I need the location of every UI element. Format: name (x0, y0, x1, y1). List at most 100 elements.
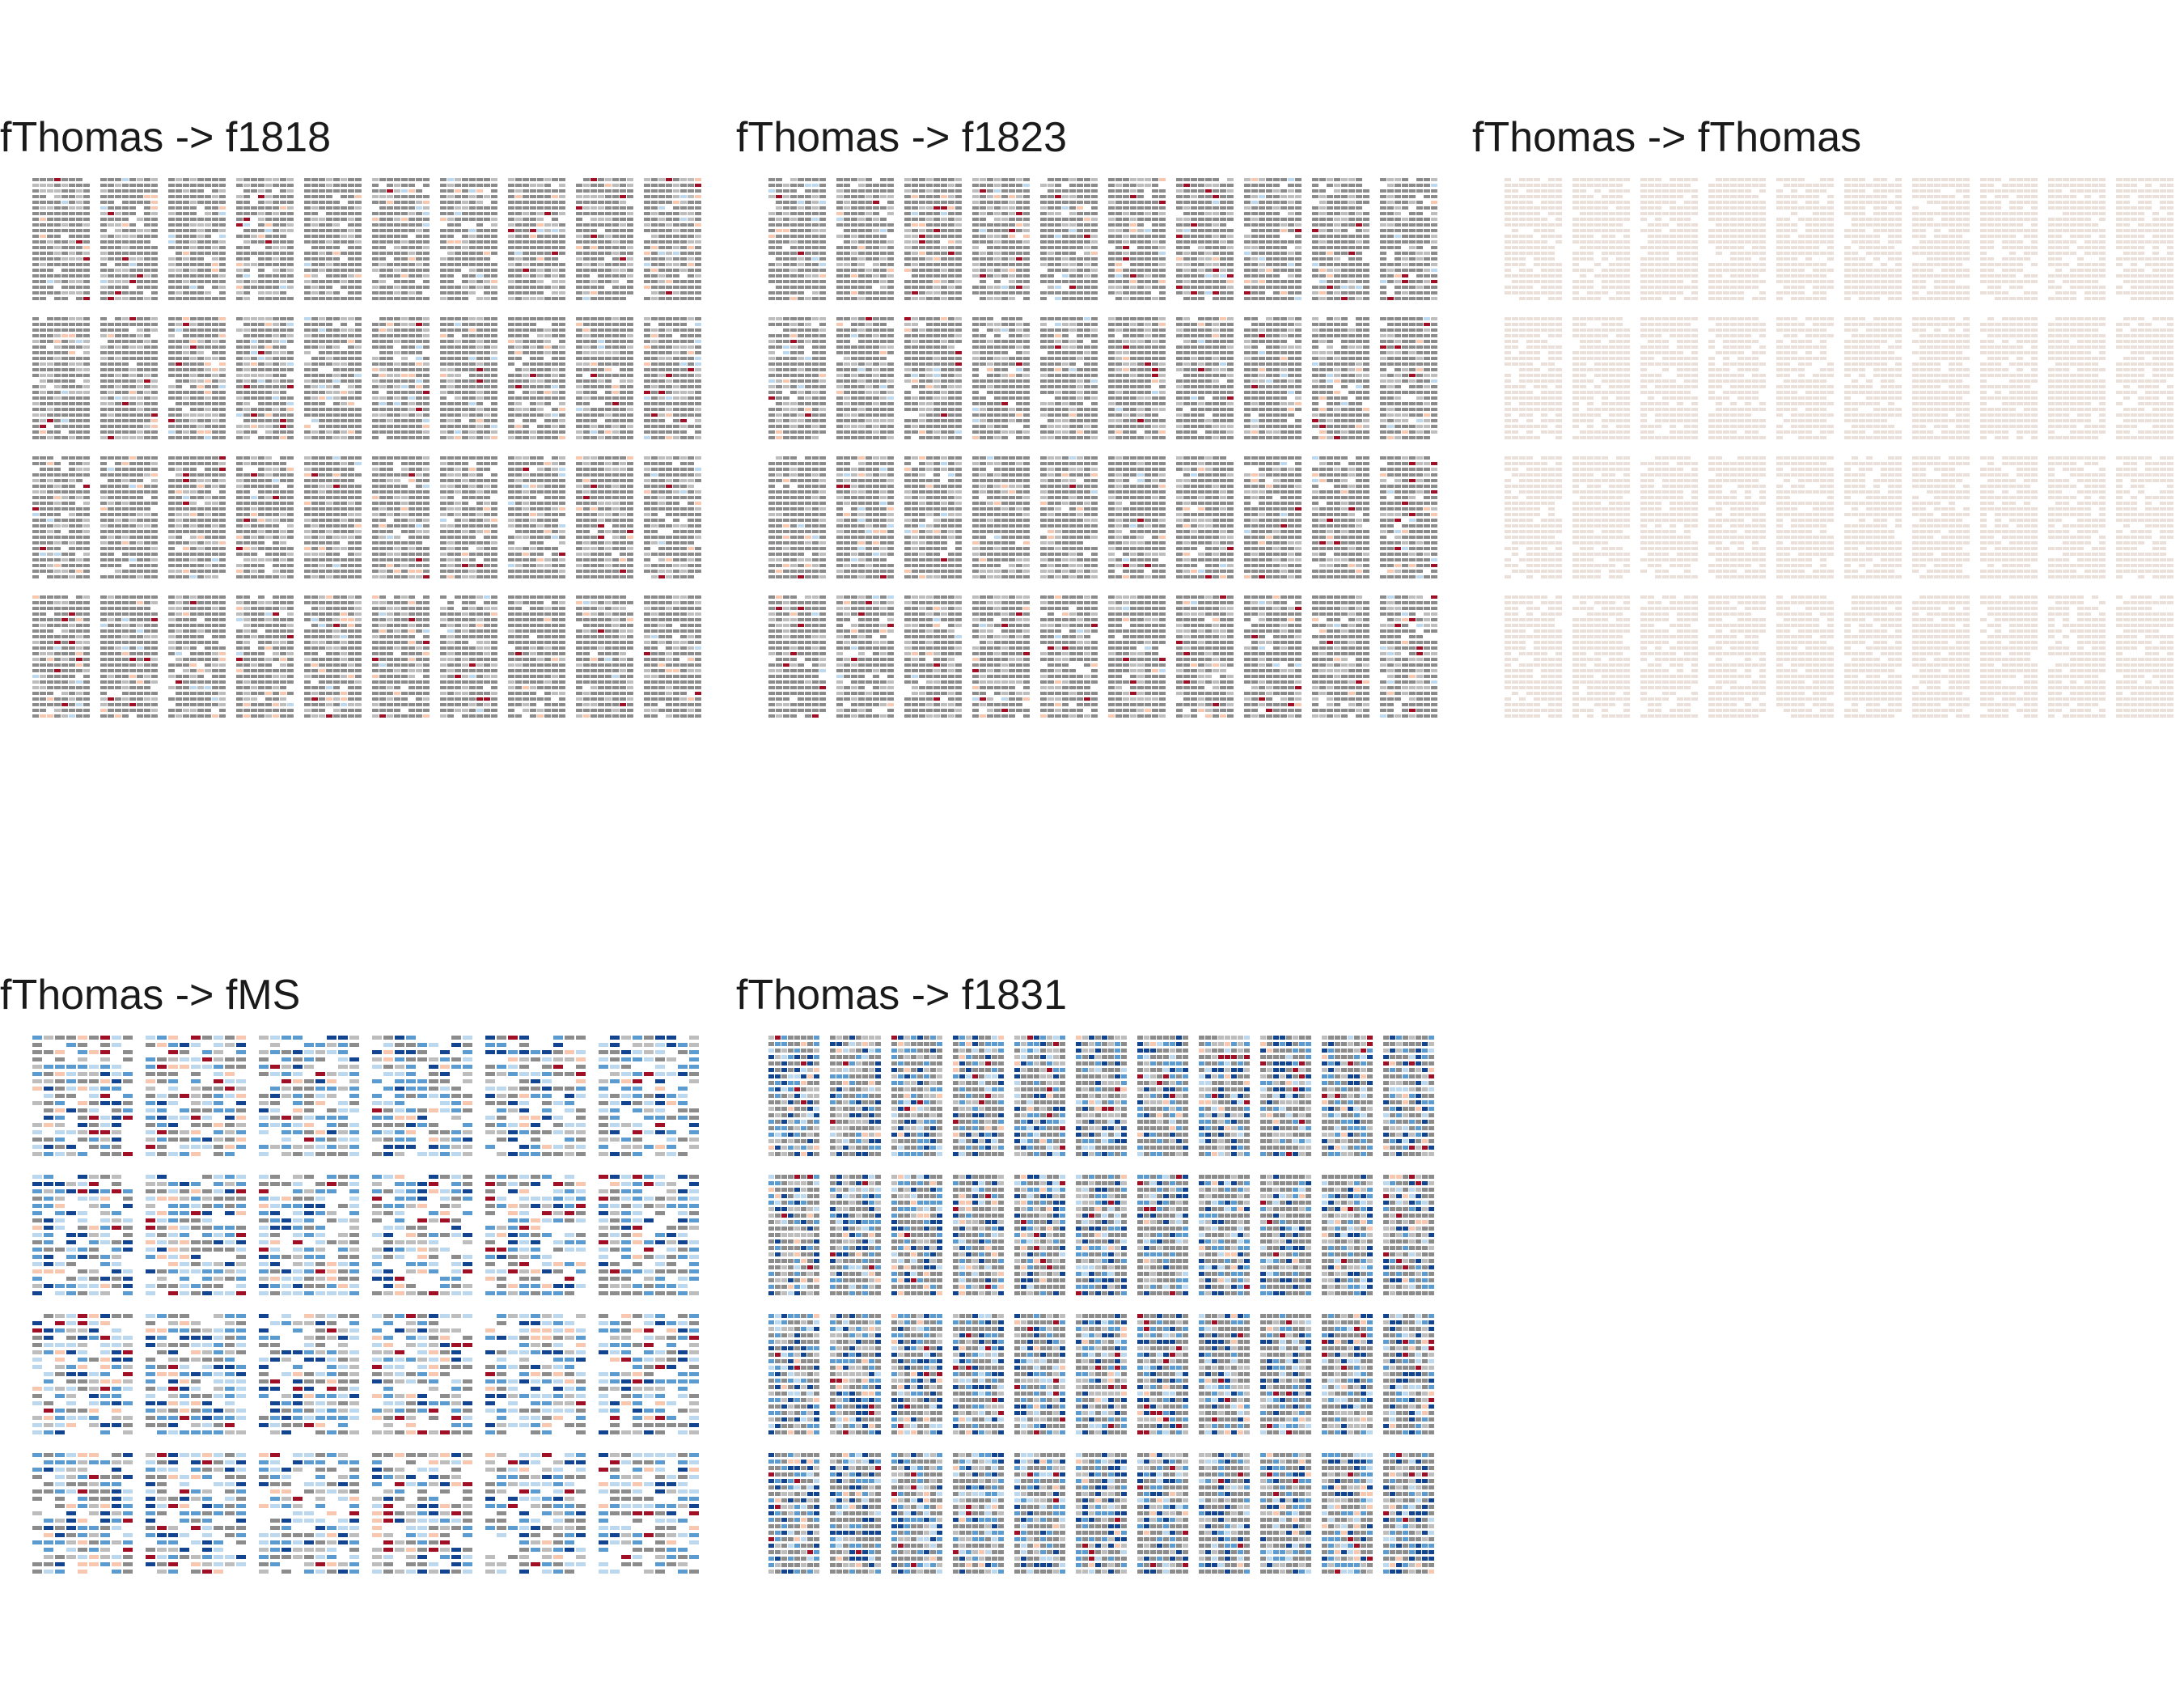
heatmap-cell (47, 274, 53, 278)
heatmap-cell (144, 229, 150, 232)
heatmap-cell (76, 257, 83, 261)
heatmap-cell (243, 280, 250, 283)
heatmap-cell (115, 280, 121, 283)
heatmap-cell (273, 223, 279, 227)
heatmap-cell (144, 252, 150, 255)
heatmap-cell (287, 246, 294, 249)
heatmap-cell (115, 223, 121, 227)
heatmap-cell (205, 269, 211, 272)
heatmap-cell (151, 274, 158, 278)
heatmap-cell (115, 257, 121, 261)
heatmap-cell (311, 184, 318, 187)
heatmap-cell (137, 184, 143, 187)
heatmap-cell (319, 246, 325, 249)
heatmap-cell (333, 223, 340, 227)
heatmap-cell (115, 235, 121, 238)
heatmap-cell (76, 201, 83, 204)
heatmap-cell (129, 201, 136, 204)
heatmap-cell (32, 212, 39, 215)
heatmap-block (304, 178, 364, 304)
heatmap-cell (304, 235, 311, 238)
heatmap-cell (287, 252, 294, 255)
heatmap-cell (304, 218, 311, 221)
heatmap-cell (40, 280, 46, 283)
heatmap-cell (76, 297, 83, 300)
heatmap-cell (69, 229, 75, 232)
heatmap-cell (319, 201, 325, 204)
heatmap-cell (183, 223, 189, 227)
heatmap-cell (205, 223, 211, 227)
heatmap-cell (197, 246, 204, 249)
heatmap-cell (205, 218, 211, 221)
heatmap-cell (69, 246, 75, 249)
heatmap-cell (108, 218, 114, 221)
heatmap-cell (100, 206, 107, 210)
heatmap-cell (76, 223, 83, 227)
heatmap-cell (219, 212, 226, 215)
heatmap-cell (280, 240, 286, 244)
heatmap-cell (333, 235, 340, 238)
heatmap-cell (236, 280, 243, 283)
heatmap-cell (47, 184, 53, 187)
heatmap-cell (151, 297, 158, 300)
heatmap-cell (251, 240, 257, 244)
heatmap-cell (265, 240, 272, 244)
heatmap-cell (40, 184, 46, 187)
heatmap-cell (76, 291, 83, 294)
heatmap-cell (83, 252, 90, 255)
heatmap-cell (151, 218, 158, 221)
heatmap-cell (236, 257, 243, 261)
heatmap-cell (287, 218, 294, 221)
heatmap-cell (243, 223, 250, 227)
heatmap-cell (151, 235, 158, 238)
heatmap-cell (54, 274, 61, 278)
heatmap-cell (40, 229, 46, 232)
heatmap-cell (265, 280, 272, 283)
heatmap-cell (205, 229, 211, 232)
heatmap-cell (287, 257, 294, 261)
heatmap-cell (273, 280, 279, 283)
heatmap-cell (129, 297, 136, 300)
heatmap-cell (137, 246, 143, 249)
heatmap-cell (265, 235, 272, 238)
heatmap-cell (287, 206, 294, 210)
heatmap-cell (69, 195, 75, 198)
heatmap-cell (108, 235, 114, 238)
heatmap-cell (287, 195, 294, 198)
heatmap-cell (176, 218, 182, 221)
heatmap-cell (176, 240, 182, 244)
heatmap-cell (40, 240, 46, 244)
heatmap-cell (183, 195, 189, 198)
heatmap-cell (61, 263, 68, 266)
heatmap-cell (176, 223, 182, 227)
heatmap-cell (108, 240, 114, 244)
heatmap-cell (219, 252, 226, 255)
heatmap-cell (304, 184, 311, 187)
heatmap-cell (219, 218, 226, 221)
heatmap-cell (129, 257, 136, 261)
heatmap-cell (176, 184, 182, 187)
heatmap-cell (326, 178, 332, 181)
heatmap-cell (69, 257, 75, 261)
heatmap-cell (83, 218, 90, 221)
heatmap-cell (273, 246, 279, 249)
heatmap-cell (319, 189, 325, 193)
heatmap-cell (265, 274, 272, 278)
heatmap-cell (236, 195, 243, 198)
heatmap-cell (54, 246, 61, 249)
heatmap-cell (32, 291, 39, 294)
heatmap-cell (348, 178, 354, 181)
heatmap-cell (61, 246, 68, 249)
heatmap-cell (265, 189, 272, 193)
heatmap-cell (151, 212, 158, 215)
heatmap-cell (355, 235, 362, 238)
heatmap-cell (69, 252, 75, 255)
heatmap-cell (83, 184, 90, 187)
heatmap-cell (258, 206, 265, 210)
heatmap-cell (69, 263, 75, 266)
heatmap-cell (100, 246, 107, 249)
heatmap-cell (326, 223, 332, 227)
panel-title: fThomas -> f1818 (0, 113, 331, 162)
heatmap-cell (183, 246, 189, 249)
heatmap-cell (348, 218, 354, 221)
